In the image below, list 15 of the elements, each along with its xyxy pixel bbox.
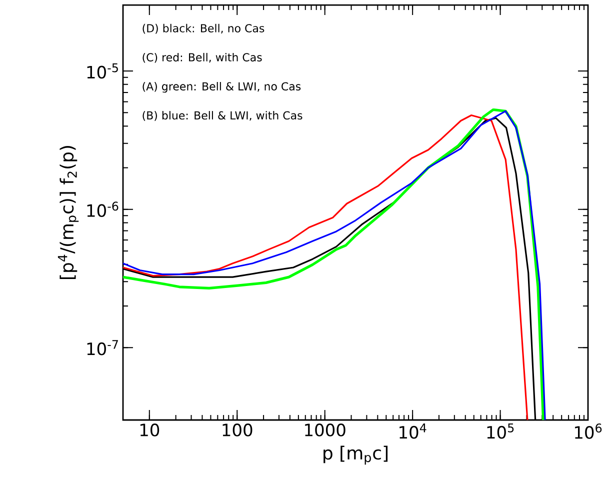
x-tick-label: 10$^{6}$ [575, 424, 602, 439]
y-axis-title: [p$^{4}$/(m$_{p}$c)] f$_{2}$(p) [58, 146, 79, 279]
y-tick-label: 10$^{-5}$ [87, 63, 118, 79]
x-tick-label: 10$^{4}$ [400, 424, 426, 439]
annotation: (B) blue: Bell & LWI, with Cas [142, 111, 302, 121]
x-tick-label: 10 [140, 424, 160, 436]
y-tick-label: 10$^{-6}$ [87, 202, 118, 218]
annotation: (C) red: Bell, with Cas [142, 52, 262, 63]
x-tick-label: 100 [222, 424, 252, 436]
x-tick-label: 10$^{5}$ [487, 424, 514, 439]
x-axis-title: p [m$_{p}$c] [324, 446, 388, 465]
x-tick-label: 1000 [305, 424, 346, 436]
y-tick-label: 10$^{-7}$ [87, 340, 118, 356]
annotation: (A) green: Bell & LWI, no Cas [142, 82, 301, 93]
annotation: (D) black: Bell, no Cas [142, 24, 264, 34]
